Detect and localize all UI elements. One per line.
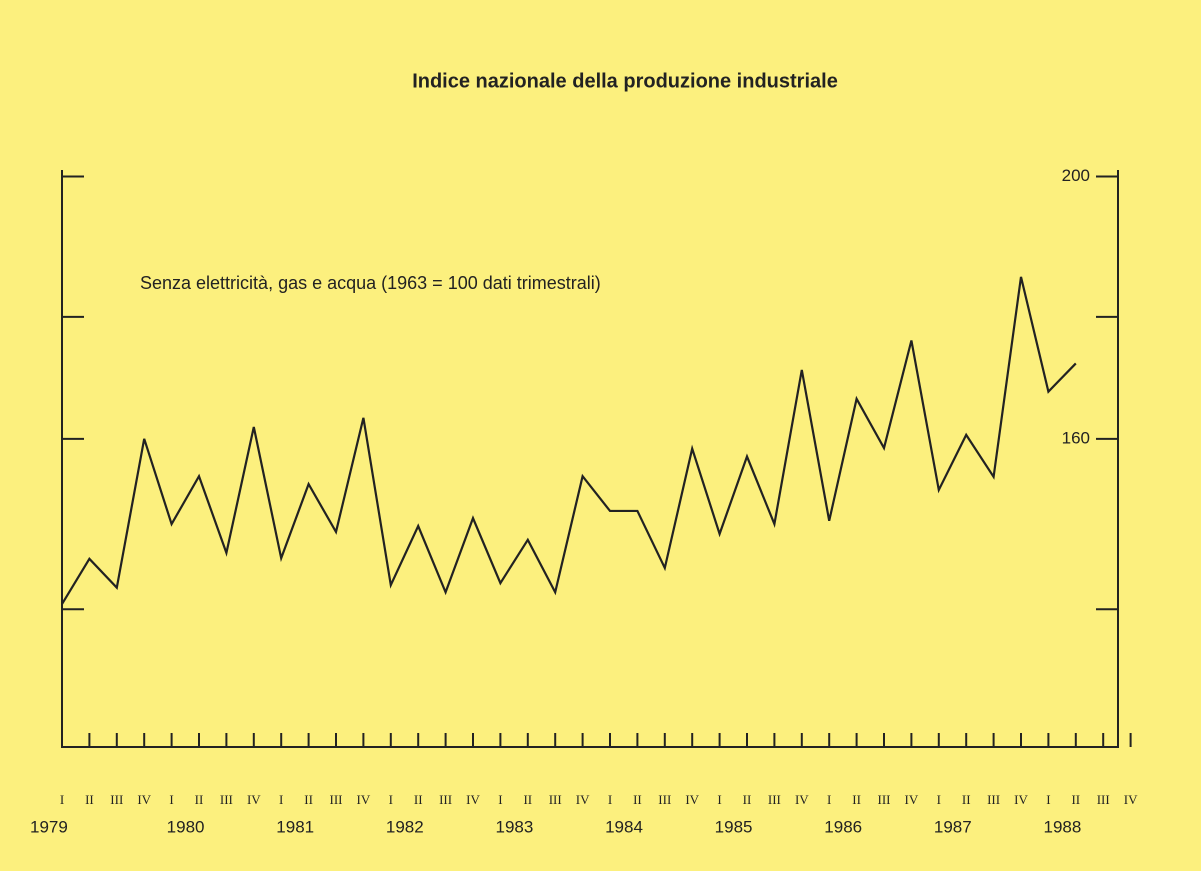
x-tick-label: III [110,792,123,807]
x-tick-label: II [304,792,313,807]
x-tick-label: III [1097,792,1110,807]
year-label: 1980 [167,817,205,836]
x-tick-label: II [523,792,532,807]
x-tick-label: IV [685,792,699,807]
x-tick-label: IV [137,792,151,807]
x-tick-label: I [1046,792,1050,807]
x-tick-label: IV [247,792,261,807]
x-tick-label: I [279,792,283,807]
year-label: 1986 [824,817,862,836]
x-tick-label: III [658,792,671,807]
x-tick-label: IV [466,792,480,807]
chart-title: Indice nazionale della produzione indust… [412,70,838,92]
x-tick-label: I [937,792,941,807]
x-tick-label: III [330,792,343,807]
x-tick-label: III [439,792,452,807]
x-tick-label: III [549,792,562,807]
x-tick-label: II [962,792,971,807]
x-tick-label: I [717,792,721,807]
year-label: 1987 [934,817,972,836]
x-tick-label: III [768,792,781,807]
x-tick-label: I [827,792,831,807]
y-tick-label: 160 [1062,428,1090,447]
x-tick-label: I [389,792,393,807]
x-tick-label: I [608,792,612,807]
x-tick-label: III [878,792,891,807]
x-tick-label: II [195,792,204,807]
x-tick-label: III [220,792,233,807]
x-tick-label: IV [357,792,371,807]
year-label: 1985 [715,817,753,836]
x-tick-label: IV [1014,792,1028,807]
x-tick-label: II [414,792,423,807]
x-tick-label: IV [795,792,809,807]
x-tick-label: I [60,792,64,807]
year-label: 1983 [495,817,533,836]
x-tick-label: II [85,792,94,807]
year-label: 1982 [386,817,424,836]
x-tick-label: III [987,792,1000,807]
x-tick-label: I [169,792,173,807]
x-tick-label: I [498,792,502,807]
x-tick-label: IV [905,792,919,807]
x-tick-label: II [743,792,752,807]
x-tick-label: IV [1124,792,1138,807]
data-line [61,276,1077,605]
chart-subtitle: Senza elettricità, gas e acqua (1963 = 1… [140,273,601,293]
x-tick-label: II [1071,792,1080,807]
year-label: 1979 [30,817,68,836]
x-tick-label: II [852,792,861,807]
year-label: 1981 [276,817,314,836]
year-label: 1988 [1043,817,1081,836]
x-tick-label: II [633,792,642,807]
year-label: 1984 [605,817,643,836]
axes [61,170,1119,748]
x-tick-label: IV [576,792,590,807]
y-tick-label: 200 [1062,166,1090,185]
